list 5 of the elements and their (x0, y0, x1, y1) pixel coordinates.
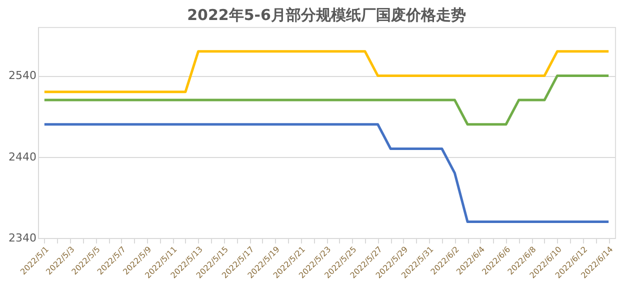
y-tick-label: 2540 (8, 69, 36, 82)
y-tick-label: 2440 (8, 150, 36, 164)
y-tick-label: 2340 (8, 232, 36, 244)
chart-title: 2022年5-6月部分规模纸厂国废价格走势 (187, 6, 466, 24)
line-series (43, 123, 610, 224)
